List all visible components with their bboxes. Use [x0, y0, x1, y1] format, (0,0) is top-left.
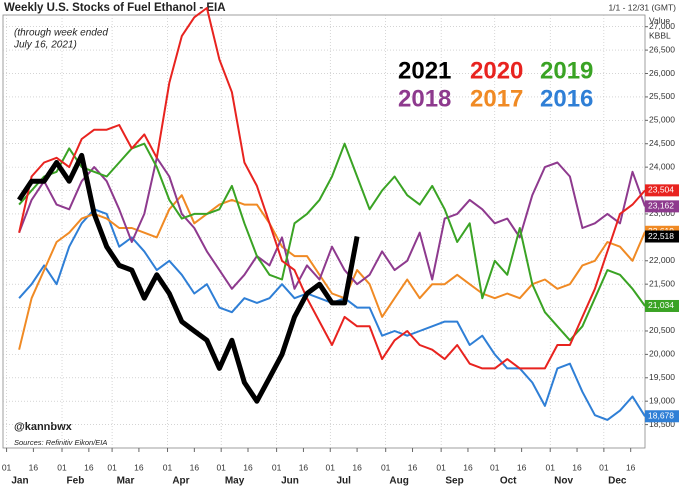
month-label: Sep: [445, 476, 463, 487]
legend-label: 2016: [540, 85, 593, 112]
end-label: 23,162: [648, 201, 674, 211]
x-tick-label: 01: [599, 462, 609, 472]
x-tick-label: 16: [299, 462, 309, 472]
legend-label: 2018: [398, 85, 451, 112]
x-tick-label: 16: [408, 462, 418, 472]
y-tick-label: 23,000: [649, 208, 675, 218]
end-label: 22,518: [648, 231, 674, 241]
end-label-box: [645, 200, 679, 213]
legend-label: 2019: [540, 57, 593, 84]
y-tick-label: 27,000: [649, 21, 675, 31]
x-tick-label: 01: [490, 462, 500, 472]
x-tick-label: 01: [57, 462, 67, 472]
end-label-box: [645, 299, 679, 312]
y-tick-label: 26,000: [649, 68, 675, 78]
month-label: Jul: [336, 476, 351, 487]
y-unit: Value: [649, 15, 670, 25]
series-line: [18, 142, 646, 342]
x-tick-label: 16: [626, 462, 636, 472]
y-tick-label: 18,500: [649, 419, 675, 429]
end-label-box: [645, 410, 679, 423]
end-label-box: [645, 184, 679, 197]
x-tick-label: 01: [216, 462, 226, 472]
legend-label: 2020: [470, 57, 523, 84]
x-tick-label: 01: [326, 462, 336, 472]
x-tick-label: 01: [272, 462, 282, 472]
month-label: Oct: [500, 476, 517, 487]
x-tick-label: 01: [545, 462, 555, 472]
month-label: Jun: [281, 476, 299, 487]
y-tick-label: 19,500: [649, 372, 675, 382]
y-tick-label: 25,000: [649, 115, 675, 125]
x-tick-label: 16: [517, 462, 527, 472]
end-label-box: [645, 230, 679, 243]
month-label: Nov: [554, 476, 573, 487]
x-tick-label: 16: [463, 462, 473, 472]
chart-title: Weekly U.S. Stocks of Fuel Ethanol - EIA: [4, 2, 226, 14]
x-tick-label: 01: [436, 462, 446, 472]
x-tick-label: 01: [107, 462, 117, 472]
month-label: Apr: [172, 476, 189, 487]
legend-label: 2017: [470, 85, 523, 112]
x-tick-label: 16: [29, 462, 39, 472]
end-label: 18,678: [648, 411, 674, 421]
legend-label: 2021: [398, 57, 451, 84]
y-tick-label: 26,500: [649, 44, 675, 54]
x-tick-label: 16: [572, 462, 582, 472]
handle: @kannbwx: [14, 421, 73, 433]
end-label: 21,034: [648, 300, 674, 310]
x-tick-label: 16: [352, 462, 362, 472]
y-tick-label: 19,000: [649, 395, 675, 405]
series-line: [18, 7, 646, 370]
x-tick-label: 01: [2, 462, 12, 472]
series-line: [17, 152, 360, 404]
month-label: May: [225, 476, 245, 487]
y-tick-label: 24,500: [649, 138, 675, 148]
annotation: July 16, 2021): [13, 40, 77, 51]
x-tick-label: 01: [381, 462, 391, 472]
month-label: Aug: [389, 476, 408, 487]
x-tick-label: 16: [243, 462, 253, 472]
x-tick-label: 16: [190, 462, 200, 472]
month-label: Jan: [11, 476, 28, 487]
month-label: Dec: [608, 476, 627, 487]
x-tick-label: 16: [84, 462, 94, 472]
end-label: 23,504: [648, 185, 674, 195]
annotation: (through week ended: [14, 28, 108, 39]
source: Sources: Refinitiv Eikon/EIA: [14, 438, 107, 447]
series-line: [18, 156, 646, 290]
y-tick-label: 25,500: [649, 91, 675, 101]
y-tick-label: 22,000: [649, 255, 675, 265]
x-tick-label: 16: [134, 462, 144, 472]
y-unit: KBBL: [649, 30, 671, 40]
y-tick-label: 20,500: [649, 325, 675, 335]
month-label: Mar: [117, 476, 135, 487]
month-label: Feb: [67, 476, 85, 487]
date-range: 1/1 - 12/31 (GMT): [608, 2, 676, 12]
y-tick-label: 24,000: [649, 161, 675, 171]
y-tick-label: 20,000: [649, 349, 675, 359]
y-tick-label: 21,500: [649, 278, 675, 288]
x-tick-label: 01: [163, 462, 173, 472]
series-line: [18, 194, 646, 350]
